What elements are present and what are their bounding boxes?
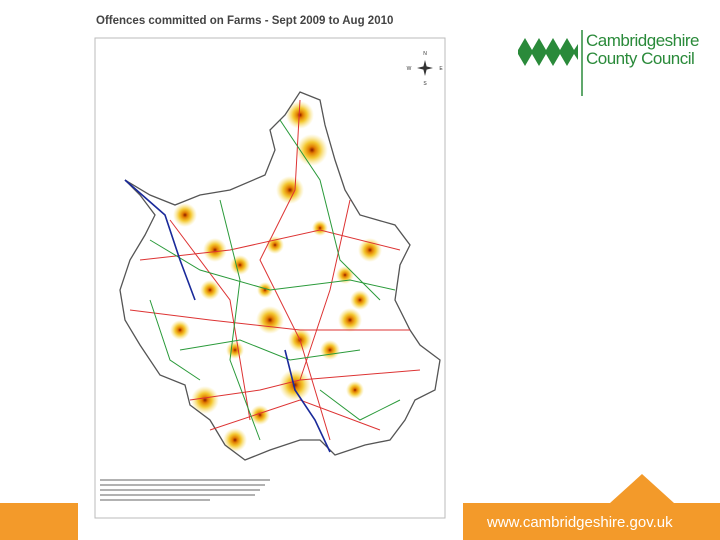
motorway: [124, 179, 331, 453]
footer-url: www.cambridgeshire.gov.uk: [486, 514, 673, 531]
green-roads: [149, 119, 401, 441]
heat-spot: [350, 290, 370, 310]
logo: Cambridgeshire County Council: [513, 0, 720, 127]
heat-spots: [170, 101, 382, 452]
heat-spot: [256, 306, 284, 334]
heat-spot: [312, 220, 328, 236]
heat-spot: [200, 280, 220, 300]
heat-spot: [223, 428, 247, 452]
heat-spot: [286, 101, 314, 129]
heat-spot: [203, 238, 227, 262]
heat-spot: [170, 320, 190, 340]
heat-spot: [276, 176, 304, 204]
heat-spot: [320, 340, 340, 360]
footer-bar: [463, 474, 720, 540]
logo-line1: Cambridgeshire: [586, 31, 699, 50]
compass-n: N: [423, 51, 427, 57]
county-outline: [119, 91, 441, 461]
heat-spot: [336, 266, 354, 284]
heat-spot: [279, 369, 311, 401]
map-frame: [94, 37, 446, 519]
compass: N S W E: [407, 51, 444, 87]
heat-spot: [296, 134, 328, 166]
heat-spot: [257, 282, 273, 298]
heat-spot: [226, 341, 244, 359]
logo-mark: [518, 38, 578, 66]
logo-line2: County Council: [586, 49, 694, 68]
heat-spot: [338, 308, 362, 332]
heat-spot: [346, 381, 364, 399]
red-roads: [129, 99, 421, 441]
compass-e: E: [439, 66, 443, 72]
heat-spot: [250, 405, 270, 425]
heat-spot: [230, 255, 250, 275]
footer-left-bar: [0, 503, 78, 540]
map-title: Offences committed on Farms - Sept 2009 …: [96, 15, 393, 27]
compass-s: S: [423, 81, 427, 87]
copyright-note: [100, 479, 270, 501]
heat-spot: [191, 386, 219, 414]
compass-w: W: [407, 66, 412, 72]
heat-spot: [358, 238, 382, 262]
heat-spot: [173, 203, 197, 227]
